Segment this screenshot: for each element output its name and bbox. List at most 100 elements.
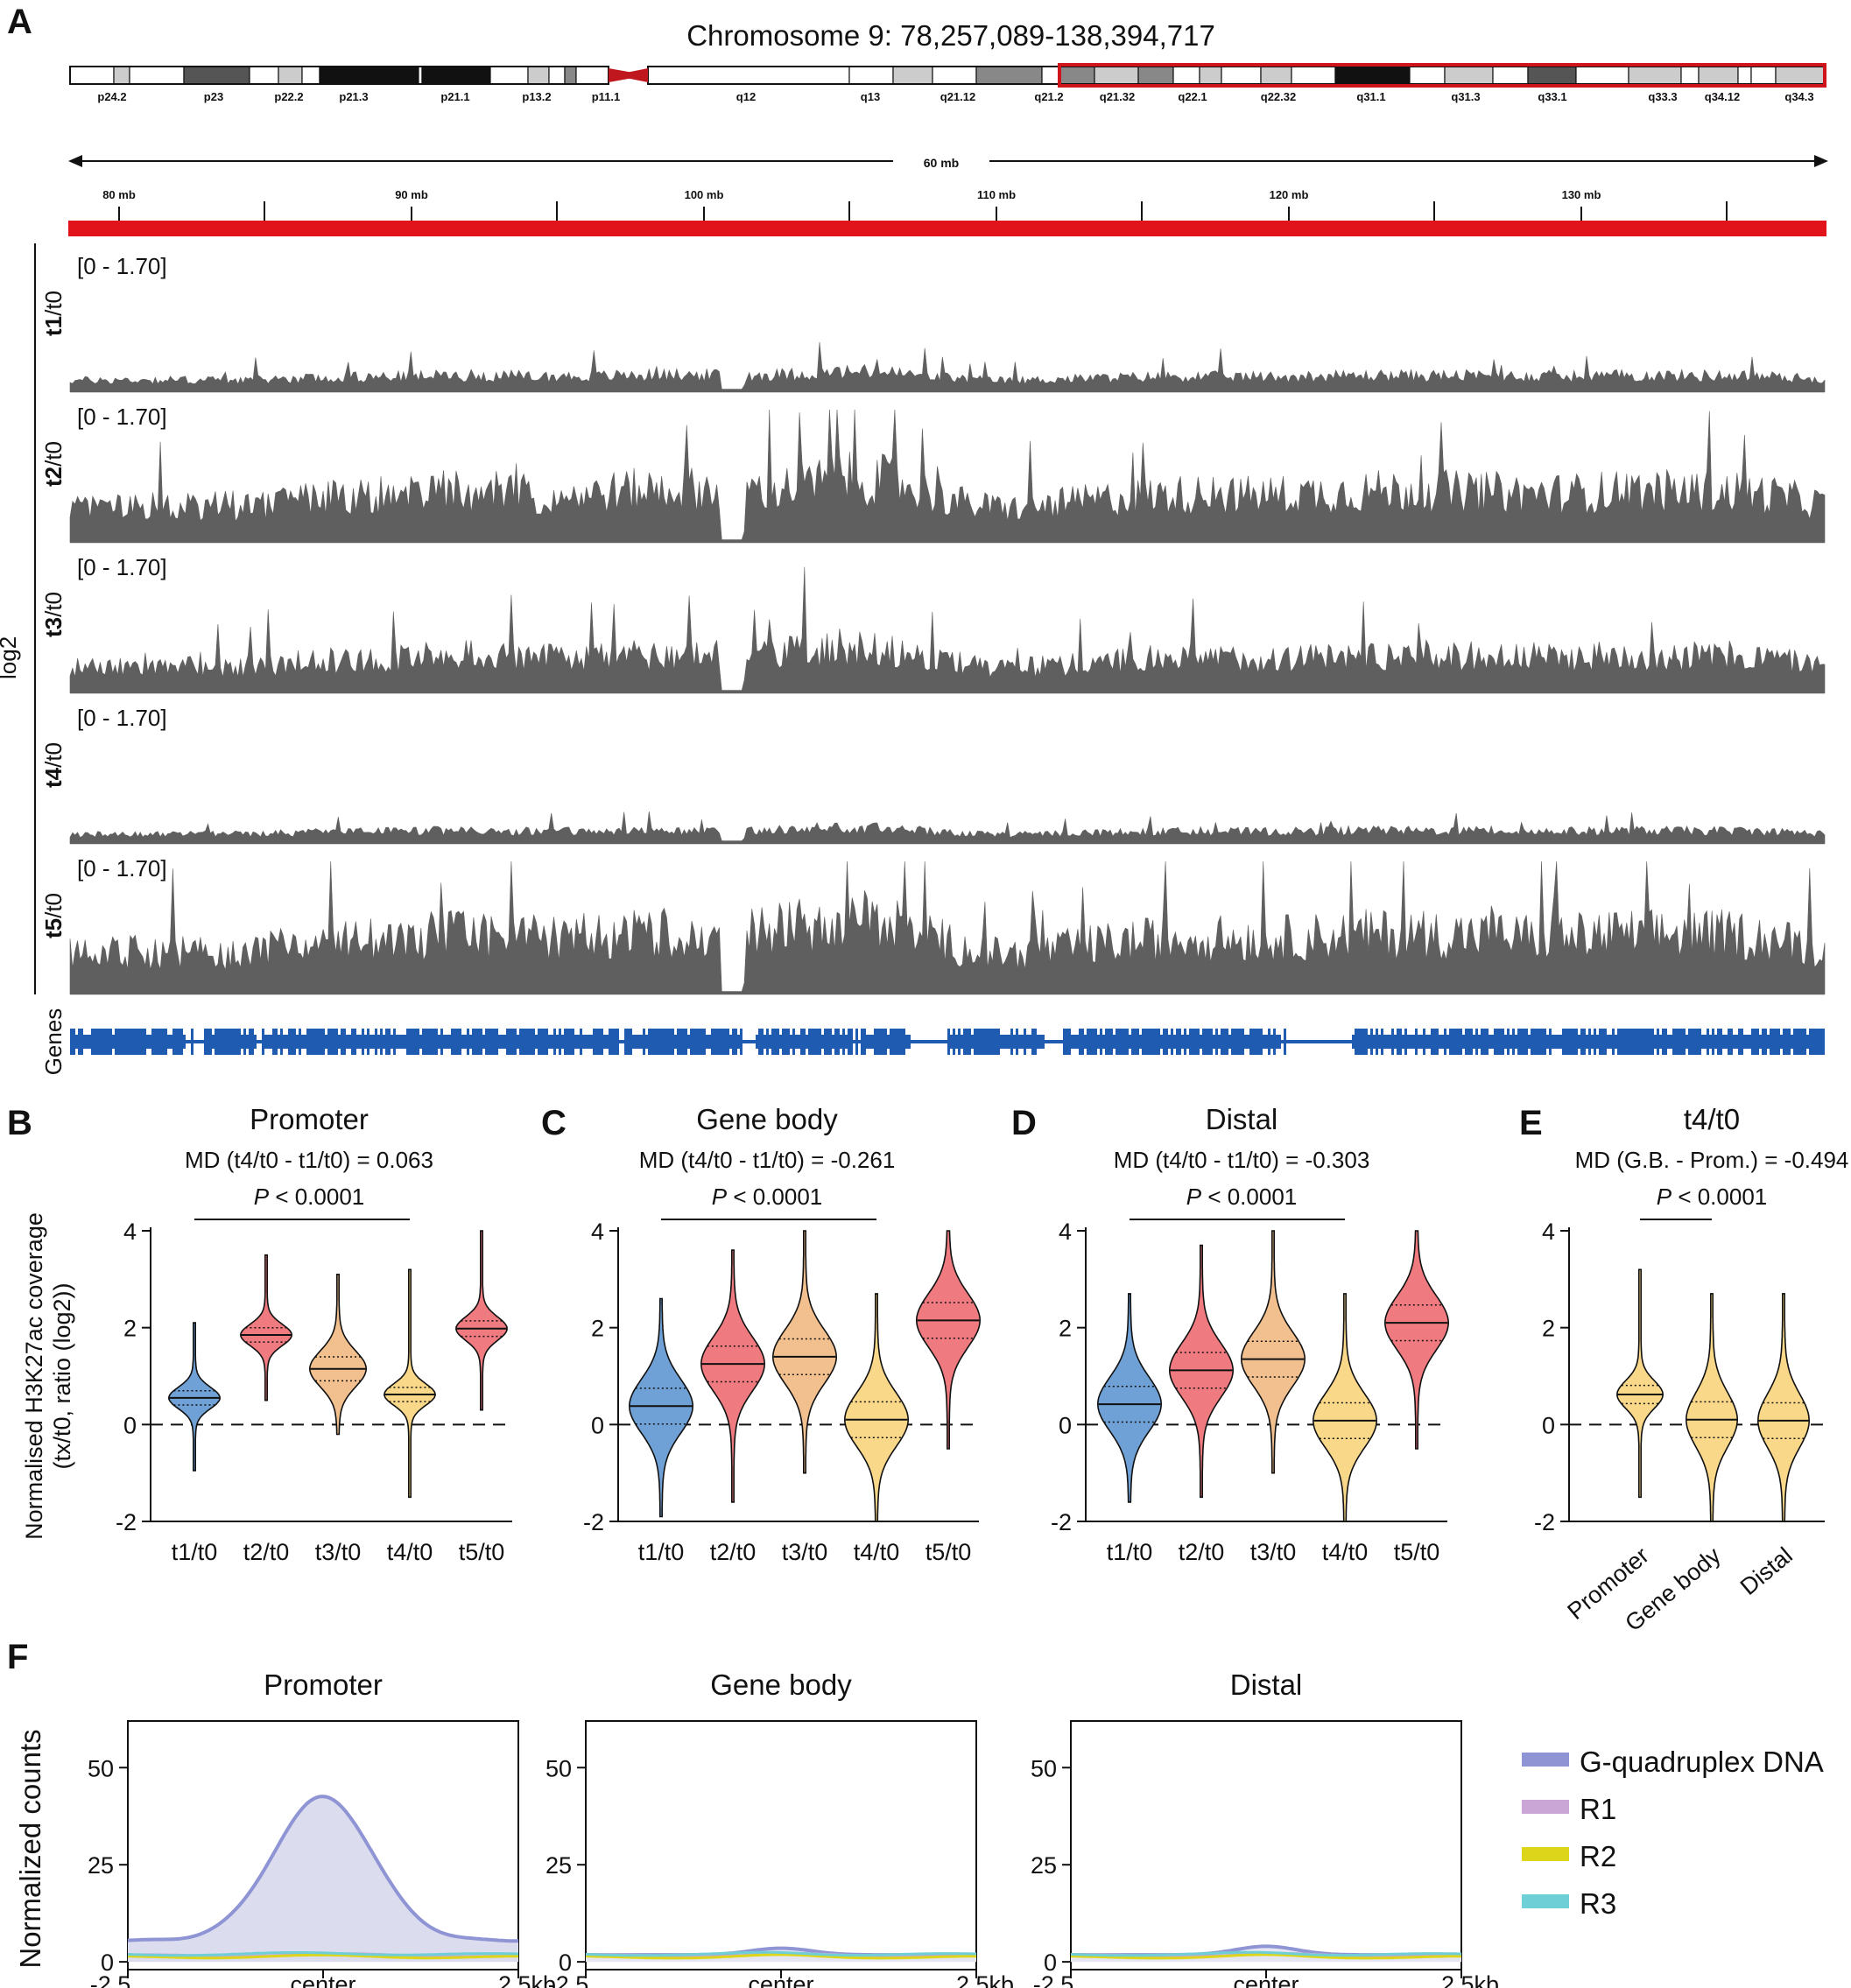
gene-block [1798,1029,1801,1055]
gene-block [905,1035,908,1049]
gene-block [782,1029,785,1055]
mean-difference-annotation: MD (t4/t0 - t1/t0) = -0.303 [1114,1147,1370,1173]
band-label: p21.1 [440,90,469,103]
gene-block [236,1029,238,1055]
gene-block [377,1035,380,1049]
ideogram-band [848,66,894,85]
gene-block [653,1029,656,1055]
gene-block [1037,1035,1039,1049]
gene-block [417,1029,419,1055]
gene-block [811,1029,813,1055]
gene-block [1381,1029,1383,1055]
gene-block [855,1029,858,1055]
replicate-line [128,1953,518,1960]
x-tick-label: t2/t0 [1179,1539,1225,1565]
ideogram-band [1775,66,1826,85]
gene-block [469,1035,472,1049]
gene-block [1024,1029,1026,1055]
gene-block [1633,1029,1636,1055]
gene-block [233,1029,236,1055]
y-tick-label: 25 [545,1852,572,1879]
gene-block [1796,1029,1798,1055]
gene-block [690,1029,693,1055]
gene-block [1575,1029,1578,1055]
gene-block [464,1035,467,1049]
gene-block [1215,1029,1218,1055]
gene-block [1775,1029,1777,1055]
gene-block [829,1029,832,1055]
gene-block [1722,1035,1725,1049]
gene-block [1728,1029,1730,1055]
x-tick-label: t5/t0 [459,1539,505,1565]
gene-block [1465,1029,1467,1055]
gene-block [1804,1029,1806,1055]
gene-block [1021,1035,1024,1049]
violin [1383,1230,1450,1450]
y-tick-label: 0 [1059,1412,1072,1438]
gene-block [1031,1029,1034,1055]
x-tick-label: t4/t0 [387,1539,433,1565]
panel-c: C Gene body MD (t4/t0 - t1/t0) = -0.261 P <… [541,1103,982,1565]
gene-block [1536,1029,1538,1055]
gene-block [1197,1029,1200,1055]
gene-block [283,1035,285,1049]
gene-block [785,1029,787,1055]
y-tick-label: 2 [1059,1316,1072,1342]
gene-block [719,1029,721,1055]
gene-block [178,1029,180,1055]
gene-block [1649,1029,1651,1055]
ideogram-band [1527,66,1577,85]
gene-block [989,1029,992,1055]
gene-block [309,1029,312,1055]
track-range-label: [0 - 1.70] [77,404,167,430]
gene-block [963,1029,966,1055]
gene-block [1152,1029,1155,1055]
gene-block [1284,1029,1286,1055]
legend-label: R1 [1580,1793,1616,1825]
gene-block [1659,1035,1662,1049]
gene-block [154,1029,157,1055]
gene-block [1473,1035,1475,1049]
gene-block [866,1035,869,1049]
gene-block [162,1029,165,1055]
gene-block [1680,1029,1683,1055]
gene-block [721,1029,724,1055]
gene-block [821,1035,824,1049]
gene-block [151,1029,154,1055]
gene-block [1368,1035,1370,1049]
gene-block [1502,1029,1504,1055]
band-label: p13.2 [522,90,551,103]
gene-block [1504,1035,1507,1049]
gene-block [1714,1035,1717,1049]
gene-block [819,1029,821,1055]
gene-block [183,1035,186,1049]
ideogram-band [1041,66,1060,85]
track-name: t2/t0 [40,441,67,487]
violin [1615,1268,1664,1499]
gene-block [401,1035,404,1049]
gene-block [1544,1029,1546,1055]
gene-block [1467,1029,1470,1055]
gene-block [995,1029,997,1055]
gene-block [974,1029,976,1055]
band-label: q12 [736,90,756,103]
gene-block [1360,1029,1362,1055]
x-tick-label: 2.5kb [956,1971,1014,1988]
gene-block [771,1029,774,1055]
gene-block [1116,1029,1118,1055]
gene-block [375,1029,377,1055]
ideogram-band [1059,66,1095,85]
gene-block [614,1029,616,1055]
gene-block [703,1029,706,1055]
gene-block [333,1029,335,1055]
mean-difference-annotation: MD (t4/t0 - t1/t0) = -0.261 [639,1147,896,1173]
gene-block [1431,1029,1433,1055]
gene-block [1234,1029,1236,1055]
gene-block [1672,1029,1675,1055]
mean-difference-annotation: MD (t4/t0 - t1/t0) = 0.063 [185,1147,433,1173]
gene-block [1200,1035,1202,1049]
gene-block [1759,1035,1762,1049]
gene-block [451,1029,454,1055]
ideogram-band [1094,66,1139,85]
